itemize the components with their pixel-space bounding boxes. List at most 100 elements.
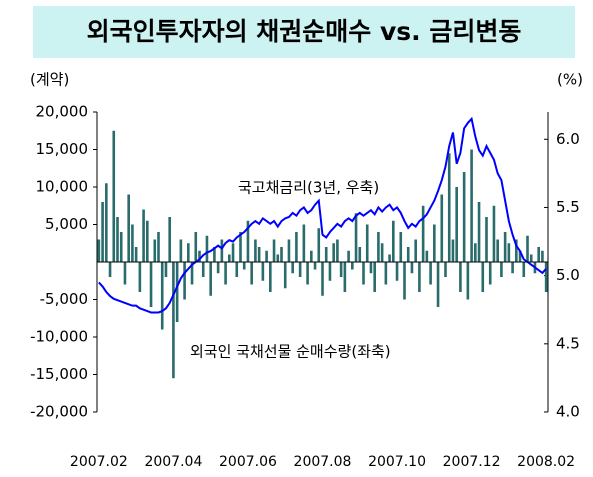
bar [436, 262, 440, 307]
y2-tick-label: 5.5 [556, 198, 580, 216]
bar [283, 262, 287, 289]
bar [388, 254, 391, 262]
bar [119, 232, 123, 262]
bar [544, 262, 548, 292]
bar [146, 220, 149, 262]
y-tick-label: -5,000 [40, 290, 88, 308]
bar [507, 243, 511, 262]
bar [336, 239, 339, 262]
bar [369, 262, 373, 274]
bar [116, 217, 119, 262]
x-tick-label: 2007.02 [70, 454, 128, 470]
bar [462, 172, 466, 262]
bar [384, 262, 388, 285]
bar [324, 247, 328, 262]
bar [425, 250, 429, 262]
bar [358, 247, 362, 262]
y-tick-label: 20,000 [36, 103, 89, 121]
x-tick-label: 2007.12 [443, 454, 501, 470]
bar [451, 239, 455, 262]
bar [518, 250, 522, 262]
bar [433, 224, 436, 262]
bar [317, 228, 321, 262]
series-label: 외국인 국채선물 순매수량(좌축) [190, 343, 391, 361]
bar [410, 262, 414, 274]
bar [470, 149, 473, 262]
bar [198, 250, 201, 262]
bar [492, 205, 496, 262]
bar [127, 194, 130, 262]
bar [459, 262, 462, 292]
bar [339, 262, 343, 277]
bar [295, 232, 298, 262]
bar [496, 239, 499, 262]
bar [500, 262, 503, 277]
y-tick-label: 15,000 [36, 140, 89, 158]
bar [447, 153, 451, 262]
bar [362, 262, 365, 285]
x-tick-label: 2008.02 [517, 454, 575, 470]
line [98, 116, 547, 314]
bar [187, 243, 190, 262]
bar [537, 247, 540, 262]
bar [343, 262, 347, 292]
bar [138, 262, 142, 292]
bar [380, 243, 384, 262]
y2-tick-label: 4.0 [556, 403, 580, 421]
bar [280, 247, 283, 262]
bar [399, 232, 403, 262]
bar [228, 254, 231, 262]
bar [511, 262, 514, 274]
bar [347, 250, 350, 262]
x-tick-label: 2007.06 [219, 454, 277, 470]
bar [250, 262, 253, 285]
bar [134, 247, 138, 262]
bar [190, 262, 194, 285]
bar [209, 262, 212, 296]
bar [164, 262, 168, 277]
chart-title: 외국인투자자의 채권순매수 vs. 금리변동 [87, 17, 522, 46]
y2-unit: (%) [557, 71, 583, 89]
bar [365, 224, 369, 262]
bar [418, 262, 421, 292]
bar [149, 262, 153, 307]
bar [172, 262, 175, 379]
bar [541, 250, 544, 262]
bar [526, 235, 529, 262]
bar [201, 262, 205, 277]
bar [246, 220, 250, 262]
bar [310, 250, 313, 262]
title-banner [33, 6, 575, 58]
bar [291, 262, 294, 274]
bar [488, 262, 492, 285]
bar [112, 130, 116, 262]
y-tick-label: 5,000 [45, 215, 88, 233]
bar [313, 262, 317, 270]
bar [298, 262, 302, 277]
bar [108, 262, 112, 277]
bar [477, 202, 481, 262]
bar [481, 262, 485, 292]
bar [235, 262, 239, 277]
bar [216, 262, 220, 274]
bar [183, 262, 186, 300]
y-tick-label: -20,000 [30, 403, 88, 421]
bar [160, 262, 164, 330]
bar [242, 262, 246, 270]
bar [231, 243, 235, 262]
y-unit: (계약) [30, 71, 69, 89]
bar [224, 262, 227, 285]
y2-tick-label: 6.0 [556, 130, 580, 148]
bar [261, 262, 265, 281]
bar [157, 232, 160, 262]
bar [153, 239, 157, 262]
bar [254, 239, 257, 262]
bar [123, 262, 127, 285]
bar [287, 239, 291, 262]
bar [440, 194, 444, 262]
bar [414, 239, 417, 262]
bar [328, 262, 332, 281]
bar [257, 247, 261, 262]
bar [269, 262, 272, 292]
